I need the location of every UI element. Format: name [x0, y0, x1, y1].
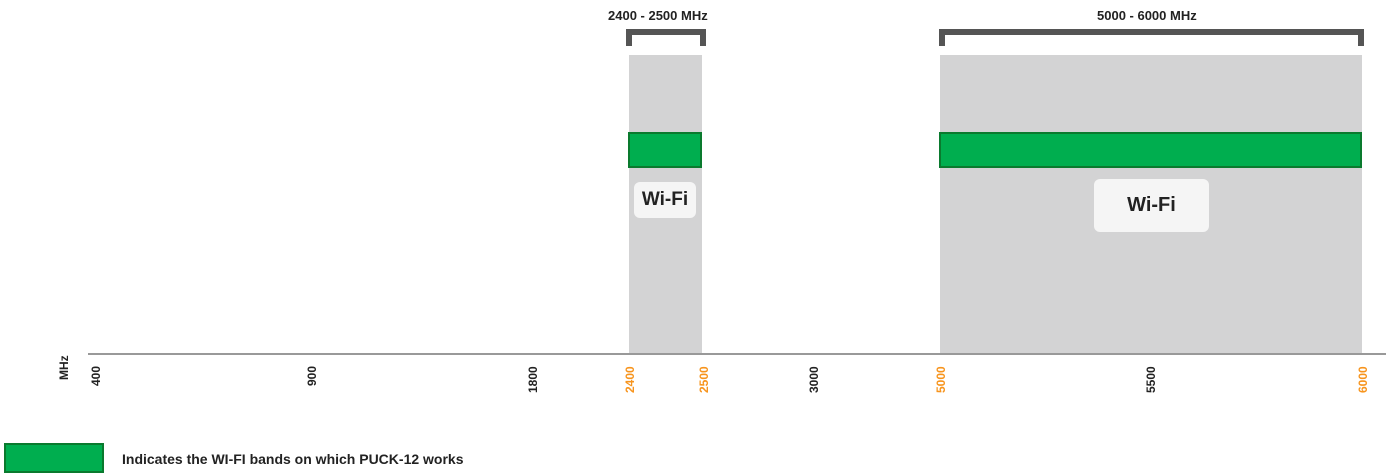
legend-text: Indicates the WI-FI bands on which PUCK-… — [122, 451, 464, 467]
axis-tick-label: 2500 — [697, 366, 711, 393]
range-bracket-2400-2500 — [626, 29, 706, 46]
frequency-axis-line — [88, 353, 1386, 355]
axis-tick-label: 5000 — [934, 366, 948, 393]
axis-tick-label: 2400 — [623, 366, 637, 393]
axis-unit-label: MHz — [57, 355, 71, 380]
range-label-2400-2500: 2400 - 2500 MHz — [608, 8, 708, 23]
wifi-band-bar-5000-6000 — [939, 132, 1362, 168]
axis-tick-label: 900 — [305, 365, 319, 386]
wifi-label-5000: Wi-Fi — [1094, 179, 1209, 232]
axis-tick-label: 400 — [89, 365, 103, 386]
wifi-band-bar-2400-2500 — [628, 132, 702, 168]
axis-tick-label: 1800 — [526, 366, 540, 393]
wifi-label-2400: Wi-Fi — [634, 182, 696, 218]
axis-tick-label: 6000 — [1356, 366, 1370, 393]
axis-tick-label: 3000 — [807, 366, 821, 393]
legend-swatch — [4, 443, 104, 473]
range-bracket-5000-6000 — [939, 29, 1364, 46]
axis-tick-label: 5500 — [1144, 366, 1158, 393]
range-label-5000-6000: 5000 - 6000 MHz — [1097, 8, 1197, 23]
